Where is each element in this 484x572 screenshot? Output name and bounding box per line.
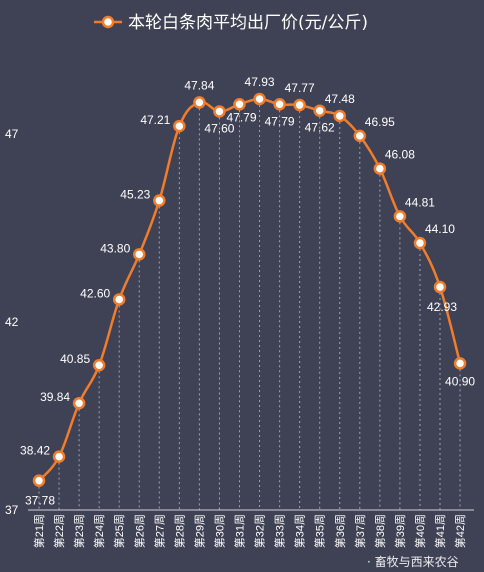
data-point — [72, 396, 86, 410]
x-tick-label: 第39周 — [393, 514, 407, 548]
x-tick-label: 第21周 — [32, 514, 46, 548]
legend: 本轮白条肉平均出厂价(元/公斤) — [94, 13, 368, 33]
data-label: 47.21 — [140, 113, 170, 127]
data-label: 42.60 — [80, 286, 110, 300]
data-label: 47.48 — [325, 92, 355, 106]
data-point — [353, 129, 367, 143]
x-tick-label: 第23周 — [72, 514, 86, 548]
data-labels: 37.78 38.42 39.84 40.85 42.60 43.80 45.23 47.21… — [20, 75, 475, 508]
data-point — [253, 92, 266, 106]
data-point — [173, 119, 186, 133]
data-label: 40.90 — [445, 374, 475, 388]
data-point — [433, 280, 447, 294]
series-line — [38, 97, 462, 482]
data-point — [193, 96, 206, 109]
x-tick-label: 第29周 — [192, 514, 206, 548]
x-tick-label: 第22周 — [52, 514, 66, 548]
y-axis: 37 42 47 — [5, 127, 19, 517]
data-label: 46.95 — [365, 115, 395, 129]
data-label: 47.60 — [204, 121, 234, 135]
data-point — [92, 358, 106, 372]
x-axis: 第21周 第22周 第23周 第24周 第25周 第26周 第27周 第28周 第29周 第30周… — [28, 509, 474, 548]
data-label: 45.23 — [120, 188, 150, 202]
x-tick-label: 第42周 — [453, 514, 467, 548]
data-point — [112, 293, 126, 306]
data-point — [413, 236, 427, 250]
data-point — [153, 194, 166, 207]
data-point — [293, 98, 306, 112]
data-point — [213, 105, 226, 118]
data-label: 47.84 — [184, 78, 214, 92]
watermark: · 畜牧与西来农谷 — [367, 554, 459, 569]
data-label: 47.77 — [285, 81, 315, 95]
x-tick-label: 第36周 — [333, 514, 347, 548]
series-points — [32, 92, 467, 487]
x-tick-label: 第38周 — [373, 514, 387, 548]
data-point — [233, 98, 246, 111]
data-label: 42.93 — [427, 300, 457, 314]
x-tick-label: 第24周 — [92, 514, 106, 548]
data-point — [32, 474, 46, 487]
data-label: 38.42 — [20, 444, 50, 458]
x-tick-label: 第26周 — [132, 514, 146, 548]
data-label: 44.10 — [425, 222, 455, 236]
x-tick-label: 第37周 — [353, 514, 367, 548]
data-point — [52, 450, 66, 463]
data-label: 44.81 — [405, 195, 435, 209]
x-tick-label: 第41周 — [433, 514, 447, 548]
data-point — [273, 98, 286, 111]
data-label: 47.79 — [265, 114, 295, 128]
data-label: 43.80 — [100, 241, 130, 255]
y-tick-label: 37 — [5, 503, 19, 517]
data-label: 47.79 — [226, 110, 256, 124]
data-label: 46.08 — [385, 148, 415, 162]
vertical-gridlines — [38, 105, 461, 510]
data-label: 47.93 — [245, 75, 275, 89]
data-point — [313, 104, 326, 117]
x-tick-label: 第40周 — [413, 514, 427, 548]
data-label: 47.62 — [305, 121, 335, 135]
y-tick-label: 42 — [5, 315, 19, 329]
data-label: 39.84 — [40, 390, 70, 404]
legend-label: 本轮白条肉平均出厂价(元/公斤) — [128, 13, 368, 33]
data-point — [373, 162, 387, 175]
x-tick-label: 第32周 — [253, 514, 267, 548]
data-point — [453, 357, 467, 370]
data-point — [333, 109, 346, 123]
x-tick-label: 第27周 — [152, 514, 166, 548]
x-tick-label: 第30周 — [212, 514, 226, 548]
data-point — [133, 248, 146, 261]
x-tick-label: 第31周 — [233, 514, 247, 548]
x-tick-label: 第28周 — [172, 514, 186, 548]
y-tick-label: 47 — [5, 127, 19, 141]
data-point — [393, 210, 407, 223]
legend-marker — [101, 15, 115, 29]
x-tick-label: 第33周 — [273, 514, 287, 548]
x-tick-label: 第34周 — [293, 514, 307, 548]
x-tick-label: 第35周 — [313, 514, 327, 548]
data-label: 40.85 — [60, 352, 90, 366]
data-label: 37.78 — [25, 494, 55, 508]
x-tick-label: 第25周 — [112, 514, 126, 548]
